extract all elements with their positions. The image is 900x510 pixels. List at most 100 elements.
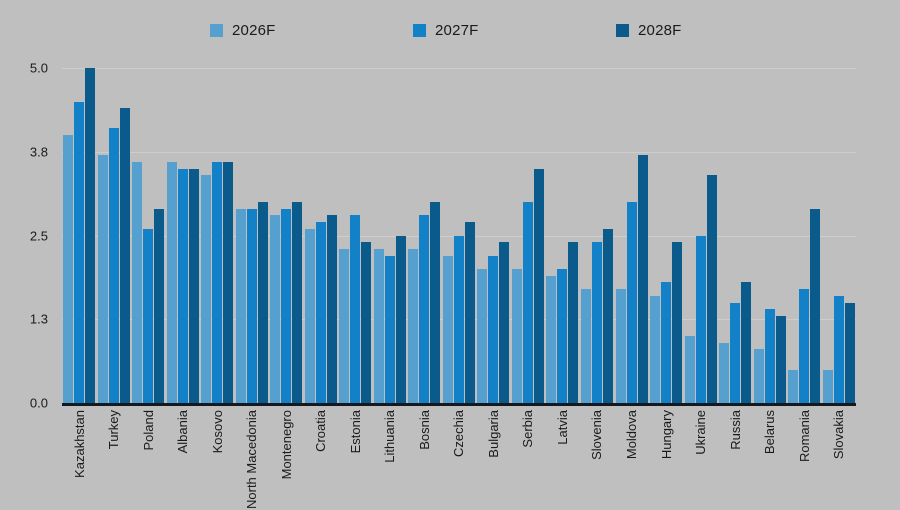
legend-swatch-2026f: [210, 23, 223, 37]
bar-kazakhstan-2026f: [63, 135, 74, 403]
bar-group-poland: [131, 68, 166, 403]
bar-turkey-2026f: [97, 155, 108, 403]
x-label-cell-kazakhstan: Kazakhstan: [62, 410, 97, 508]
gridline-3.8: [62, 151, 856, 153]
x-label-croatia: Croatia: [313, 410, 329, 452]
bar-hungary-2027f: [661, 282, 672, 403]
bar-kazakhstan-2028f: [85, 68, 96, 403]
bar-russia-2028f: [741, 282, 752, 403]
legend-swatch-2028f: [616, 23, 629, 37]
bar-montenegro-2027f: [281, 208, 292, 403]
bar-group-romania: [787, 68, 822, 403]
bar-group-turkey: [97, 68, 132, 403]
bar-hungary-2028f: [672, 242, 683, 403]
legend-label-2026f: 2026F: [232, 21, 276, 39]
bar-group-bosnia: [407, 68, 442, 403]
bar-group-russia: [718, 68, 753, 403]
y-tick-label-3.8: 3.8: [29, 144, 48, 160]
bar-estonia-2027f: [350, 215, 361, 403]
bar-albania-2027f: [177, 168, 188, 403]
bar-albania-2028f: [188, 168, 199, 403]
bar-group-serbia: [511, 68, 546, 403]
legend: 2026F 2027F 2028F: [0, 22, 900, 42]
x-label-turkey: Turkey: [106, 410, 122, 450]
bar-moldova-2027f: [626, 202, 637, 403]
bar-hungary-2026f: [650, 295, 661, 403]
x-label-romania: Romania: [796, 410, 812, 463]
x-label-kazakhstan: Kazakhstan: [71, 410, 87, 478]
legend-item-2026f: 2026F: [210, 21, 276, 39]
bar-moldova-2026f: [615, 289, 626, 403]
plot-area: [62, 68, 856, 406]
bar-group-czechia: [442, 68, 477, 403]
bar-group-ukraine: [683, 68, 718, 403]
bar-group-belarus: [752, 68, 787, 403]
bar-ukraine-2028f: [706, 175, 717, 403]
bar-bulgaria-2026f: [477, 269, 488, 403]
bar-north-macedonia-2026f: [235, 208, 246, 403]
x-label-cell-montenegro: Montenegro: [269, 410, 304, 508]
bar-russia-2026f: [719, 342, 730, 403]
bar-slovakia-2028f: [844, 302, 855, 403]
bar-kazakhstan-2027f: [74, 101, 85, 403]
x-label-cell-albania: Albania: [166, 410, 201, 508]
x-label-north-macedonia: North Macedonia: [244, 410, 260, 509]
x-label-estonia: Estonia: [347, 410, 363, 454]
bar-bosnia-2028f: [430, 202, 441, 403]
bars-container: [62, 68, 856, 403]
x-label-ukraine: Ukraine: [693, 410, 709, 455]
x-label-albania: Albania: [175, 410, 191, 454]
legend-label-2028f: 2028F: [638, 21, 682, 39]
bar-group-hungary: [649, 68, 684, 403]
bar-latvia-2027f: [557, 269, 568, 403]
x-label-cell-latvia: Latvia: [545, 410, 580, 508]
bar-czechia-2026f: [442, 255, 453, 403]
bar-bosnia-2027f: [419, 215, 430, 403]
bar-kosovo-2026f: [201, 175, 212, 403]
legend-swatch-2027f: [413, 23, 426, 37]
bar-kosovo-2027f: [212, 161, 223, 403]
bar-ukraine-2026f: [684, 336, 695, 403]
x-label-poland: Poland: [140, 410, 156, 451]
x-label-cell-turkey: Turkey: [97, 410, 132, 508]
bar-turkey-2028f: [119, 108, 130, 403]
bar-turkey-2027f: [108, 128, 119, 403]
bar-group-slovakia: [821, 68, 856, 403]
bar-serbia-2027f: [522, 202, 533, 403]
x-axis-labels: Kazakhstan Turkey Poland Albania Kosovo North…: [62, 410, 856, 509]
bar-belarus-2028f: [775, 315, 786, 403]
x-label-montenegro: Montenegro: [278, 410, 294, 480]
x-label-cell-slovenia: Slovenia: [580, 410, 615, 508]
bar-estonia-2026f: [339, 248, 350, 403]
bar-slovenia-2027f: [591, 242, 602, 403]
bar-moldova-2028f: [637, 155, 648, 403]
bar-montenegro-2026f: [270, 215, 281, 403]
bar-albania-2026f: [166, 161, 177, 403]
x-label-slovakia: Slovakia: [831, 410, 847, 460]
bar-latvia-2026f: [546, 275, 557, 403]
y-tick-label-5.0: 5.0: [29, 60, 48, 76]
bar-group-slovenia: [580, 68, 615, 403]
bar-russia-2027f: [730, 302, 741, 403]
legend-item-2027f: 2027F: [413, 22, 479, 39]
x-label-cell-romania: Romania: [787, 410, 822, 508]
x-label-cell-bosnia: Bosnia: [407, 410, 442, 508]
bar-group-kosovo: [200, 68, 235, 403]
bar-north-macedonia-2027f: [246, 208, 257, 403]
bar-poland-2027f: [143, 228, 154, 403]
bar-group-north-macedonia: [235, 68, 270, 403]
bar-kosovo-2028f: [223, 161, 234, 403]
bar-poland-2028f: [154, 208, 165, 403]
bar-bulgaria-2028f: [499, 242, 510, 403]
bar-group-montenegro: [269, 68, 304, 403]
y-tick-label-1.3: 1.3: [29, 311, 48, 327]
x-label-moldova: Moldova: [624, 410, 639, 460]
bar-croatia-2028f: [326, 215, 337, 403]
bar-north-macedonia-2028f: [257, 202, 268, 403]
bar-montenegro-2028f: [292, 202, 303, 403]
bar-lithuania-2027f: [384, 255, 395, 403]
bar-lithuania-2026f: [373, 248, 384, 403]
bar-slovenia-2028f: [602, 228, 613, 403]
bar-czechia-2027f: [453, 235, 464, 403]
bar-group-latvia: [545, 68, 580, 403]
